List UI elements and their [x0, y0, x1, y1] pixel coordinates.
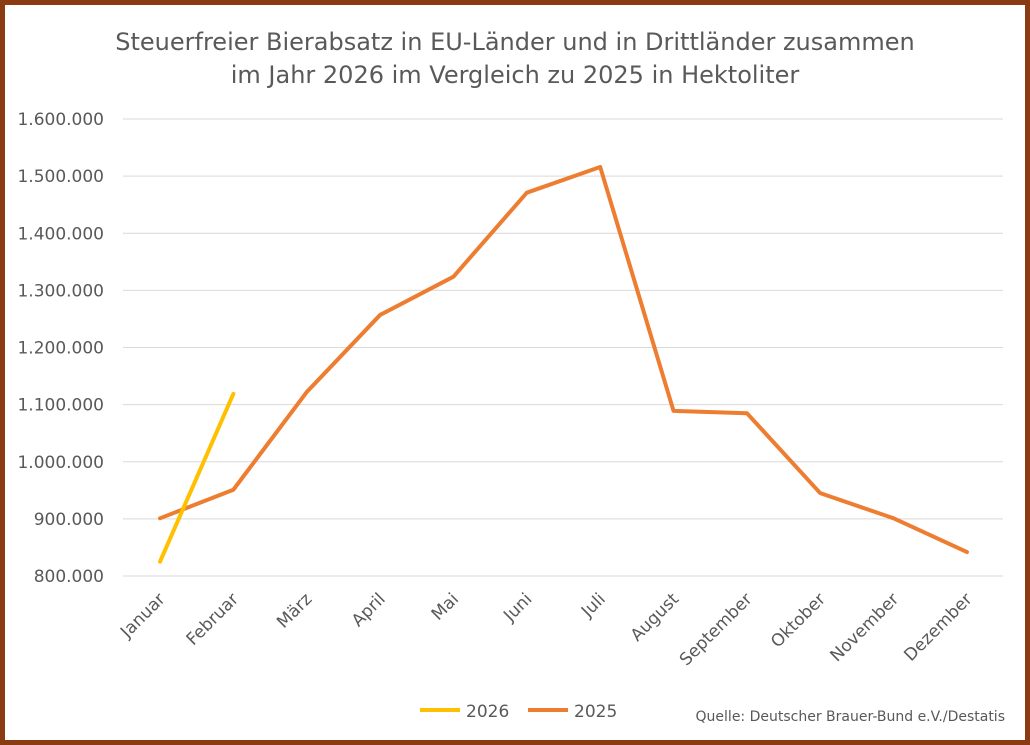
x-tick-label: Februar [183, 589, 243, 649]
data-point-2025 [819, 492, 821, 494]
x-tick-label: Dezember [900, 589, 976, 665]
data-point-2025 [599, 166, 601, 168]
data-point-2025 [966, 551, 968, 553]
data-point-2026 [159, 561, 161, 563]
x-tick-label: Juli [577, 589, 610, 622]
x-tick-label: Oktober [767, 589, 830, 652]
legend-label-2026: 2026 [466, 702, 509, 722]
data-point-2025 [232, 489, 234, 491]
x-tick-label: Januar [116, 589, 169, 642]
y-tick-label: 1.200.000 [17, 339, 104, 359]
series-line-2025 [158, 164, 969, 555]
x-tick-label: Juni [499, 589, 536, 626]
data-point-2025 [893, 517, 895, 519]
x-tick-label: September [676, 589, 757, 670]
x-tick-label: November [826, 589, 903, 666]
y-tick-label: 1.300.000 [17, 281, 104, 301]
x-tick-label: Mai [428, 589, 463, 624]
y-tick-label: 1.400.000 [17, 224, 104, 244]
data-point-2025 [452, 276, 454, 278]
legend: 2026 2025 [420, 702, 617, 722]
source-note: Quelle: Deutscher Brauer-Bund e.V./Desta… [696, 709, 1005, 725]
y-tick-label: 900.000 [34, 510, 104, 530]
data-point-2025 [306, 391, 308, 393]
data-point-2025 [379, 314, 381, 316]
y-tick-label: 800.000 [34, 567, 104, 587]
y-tick-label: 1.000.000 [17, 453, 104, 473]
data-point-2025 [159, 517, 161, 519]
data-point-2026 [232, 393, 234, 395]
chart-subtitle: im Jahr 2026 im Vergleich zu 2025 in Hek… [231, 61, 800, 89]
data-point-2025 [673, 410, 675, 412]
x-tick-label: März [273, 589, 316, 632]
data-point-2025 [746, 412, 748, 414]
y-tick-label: 1.600.000 [17, 110, 104, 130]
series-line-2026 [158, 391, 236, 564]
chart-title: Steuerfreier Bierabsatz in EU-Länder und… [115, 28, 914, 56]
data-point-2025 [526, 192, 528, 194]
y-tick-label: 1.100.000 [17, 396, 104, 416]
x-tick-label: August [627, 589, 683, 645]
y-tick-label: 1.500.000 [17, 167, 104, 187]
legend-label-2025: 2025 [574, 702, 617, 722]
x-tick-label: April [348, 589, 390, 631]
